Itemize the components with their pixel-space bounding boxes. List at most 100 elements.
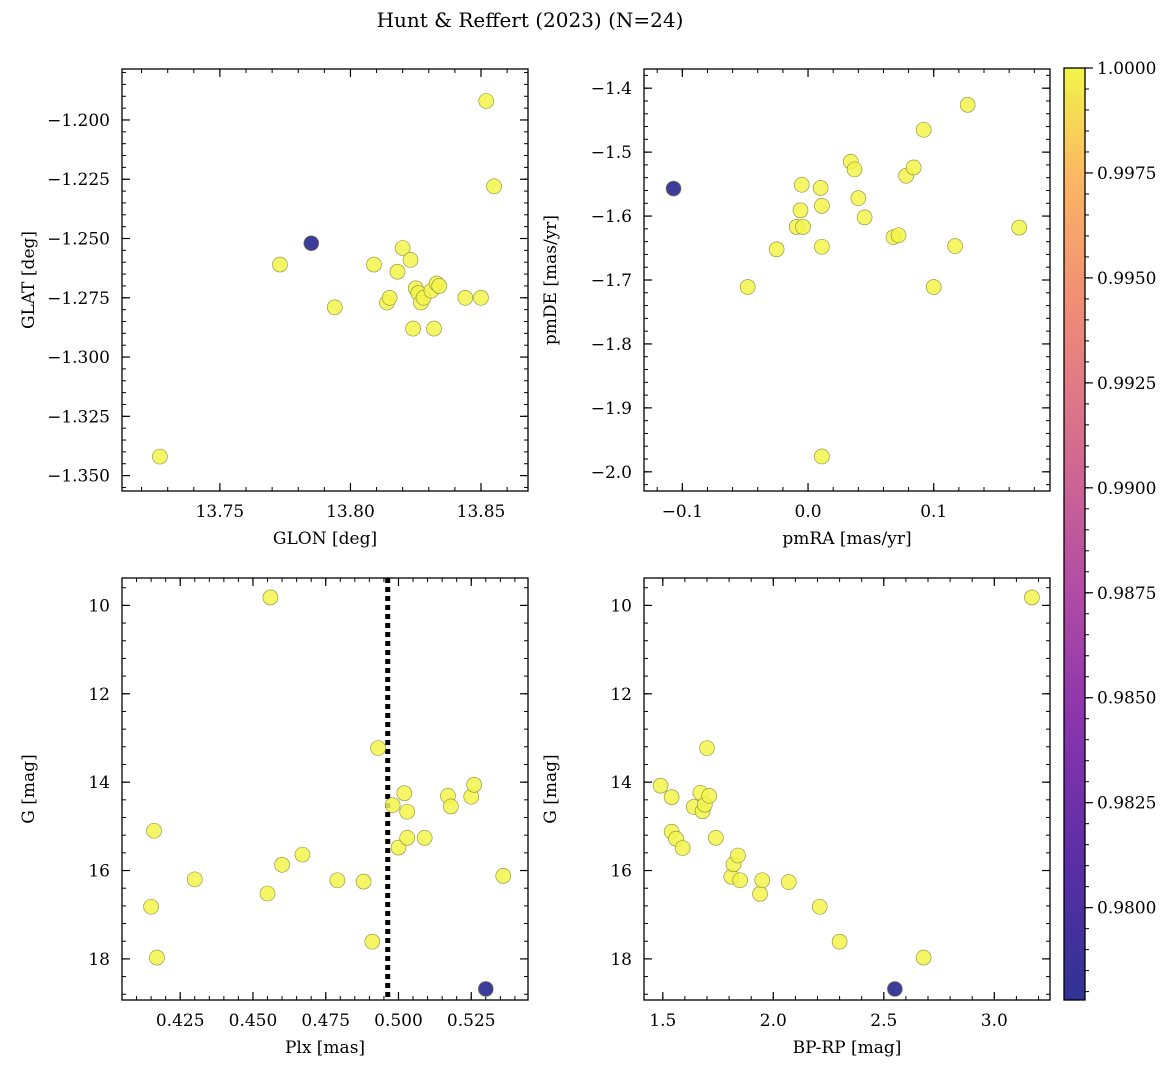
data-point bbox=[674, 840, 691, 856]
colorbar-tick-label: 1.0000 bbox=[1097, 59, 1156, 79]
data-point bbox=[329, 872, 346, 889]
data-point bbox=[739, 279, 756, 295]
data-point bbox=[394, 240, 411, 256]
data-point bbox=[152, 448, 168, 465]
panel-1: 13.75 13.80 13.85 −1.350 −1.325 −1.300 −1.275 −… bbox=[19, 68, 529, 549]
y-axis-label: G [mag] bbox=[541, 754, 561, 823]
data-point bbox=[708, 830, 724, 846]
x-axis-label: GLON [deg] bbox=[273, 529, 377, 549]
colorbar: 0.9800 0.9825 0.9850 0.9875 0.9900 0.9925 0.99… bbox=[1063, 59, 1156, 1001]
data-point bbox=[752, 886, 768, 902]
colorbar-tick-label: 0.9950 bbox=[1097, 269, 1156, 289]
x-tick-label: 2.0 bbox=[760, 1011, 787, 1031]
data-point bbox=[272, 256, 288, 273]
data-point bbox=[925, 279, 942, 295]
data-point bbox=[814, 198, 830, 214]
data-point bbox=[274, 856, 290, 873]
panel-4: 1.5 2.0 2.5 3.0 10 12 14 16 18 BP-RP [mag] G [mag] bbox=[541, 577, 1051, 1058]
data-point bbox=[1011, 219, 1028, 236]
data-point bbox=[431, 278, 448, 294]
data-point bbox=[915, 121, 932, 138]
y-tick-label: 18 bbox=[88, 950, 110, 970]
data-point bbox=[466, 777, 482, 793]
y-tick-label: −1.4 bbox=[591, 79, 632, 99]
data-point bbox=[477, 981, 494, 997]
data-point bbox=[792, 202, 809, 219]
data-point bbox=[850, 190, 867, 206]
data-point bbox=[812, 180, 829, 196]
y-tick-label: 16 bbox=[610, 862, 632, 882]
y-tick-label: −1.8 bbox=[591, 335, 632, 355]
colorbar-tick-label: 0.9975 bbox=[1097, 164, 1156, 184]
y-axis-label: pmDE [mas/yr] bbox=[541, 215, 561, 345]
y-tick-label: 14 bbox=[610, 773, 632, 793]
y-tick-label: −1.9 bbox=[591, 399, 632, 419]
axes-frame bbox=[121, 577, 529, 1001]
data-point bbox=[146, 822, 162, 839]
axes-frame bbox=[643, 68, 1051, 492]
panel-2: −0.1 0.0 0.1 −2.0 −1.9 −1.8 −1.7 −1.6 −1.5 −1.4 pm… bbox=[541, 68, 1051, 549]
y-tick-label: 14 bbox=[88, 773, 110, 793]
data-point bbox=[831, 933, 848, 950]
data-point bbox=[495, 868, 512, 884]
y-tick-label: −1.7 bbox=[591, 271, 632, 291]
y-tick-label: −2.0 bbox=[591, 463, 632, 483]
x-tick-label: 13.85 bbox=[457, 502, 506, 522]
colorbar-gradient bbox=[1064, 68, 1085, 1000]
panel-3: 0.425 0.450 0.475 0.500 0.525 10 12 14 16 18 Plx [… bbox=[19, 577, 529, 1058]
y-tick-label: −1.6 bbox=[591, 207, 632, 227]
x-tick-label: 2.5 bbox=[870, 1011, 897, 1031]
data-point bbox=[443, 798, 459, 815]
data-point bbox=[814, 238, 830, 255]
data-point bbox=[754, 872, 771, 889]
data-point bbox=[795, 219, 811, 235]
data-point bbox=[384, 797, 401, 813]
data-point bbox=[478, 93, 495, 109]
data-point bbox=[399, 830, 416, 846]
data-point bbox=[699, 740, 715, 756]
data-point bbox=[701, 788, 717, 804]
colorbar-tick-label: 0.9900 bbox=[1097, 479, 1156, 499]
data-point bbox=[652, 777, 669, 794]
data-point bbox=[426, 320, 442, 337]
data-point bbox=[905, 159, 922, 176]
data-point bbox=[665, 180, 682, 197]
data-point bbox=[262, 589, 279, 606]
data-point bbox=[732, 872, 748, 889]
colorbar-tick-label: 0.9825 bbox=[1097, 794, 1156, 814]
colorbar-tick-label: 0.9925 bbox=[1097, 374, 1156, 394]
data-point bbox=[396, 785, 413, 801]
data-point bbox=[793, 176, 810, 193]
data-point bbox=[416, 830, 433, 846]
data-point bbox=[1024, 589, 1040, 606]
data-point bbox=[402, 252, 419, 268]
x-tick-label: 0.1 bbox=[920, 502, 947, 522]
data-point bbox=[959, 97, 976, 113]
data-point bbox=[399, 803, 416, 820]
y-axis-label: GLAT [deg] bbox=[19, 231, 39, 329]
x-tick-label: 0.450 bbox=[229, 1011, 278, 1031]
data-point bbox=[370, 740, 386, 756]
data-point bbox=[366, 256, 382, 273]
y-tick-label: −1.200 bbox=[47, 111, 110, 131]
data-point bbox=[846, 161, 863, 178]
data-point bbox=[457, 289, 474, 306]
x-axis-label: BP-RP [mag] bbox=[793, 1038, 902, 1058]
x-tick-label: 1.5 bbox=[649, 1011, 676, 1031]
y-tick-label: −1.325 bbox=[47, 407, 110, 427]
data-point bbox=[730, 847, 746, 864]
x-axis-label: Plx [mas] bbox=[285, 1038, 365, 1058]
y-axis-label: G [mag] bbox=[19, 754, 39, 823]
y-tick-label: 18 bbox=[610, 950, 632, 970]
y-tick-label: 12 bbox=[610, 685, 632, 705]
figure-title: Hunt & Reffert (2023) (N=24) bbox=[377, 8, 684, 32]
data-point bbox=[355, 873, 372, 890]
data-point bbox=[811, 898, 828, 915]
data-point bbox=[259, 885, 276, 902]
y-tick-label: −1.5 bbox=[591, 143, 632, 163]
axes-frame bbox=[121, 68, 529, 492]
x-tick-label: 0.475 bbox=[301, 1011, 350, 1031]
data-point bbox=[389, 263, 406, 280]
x-tick-label: 0.0 bbox=[795, 502, 822, 522]
data-point bbox=[186, 871, 203, 888]
